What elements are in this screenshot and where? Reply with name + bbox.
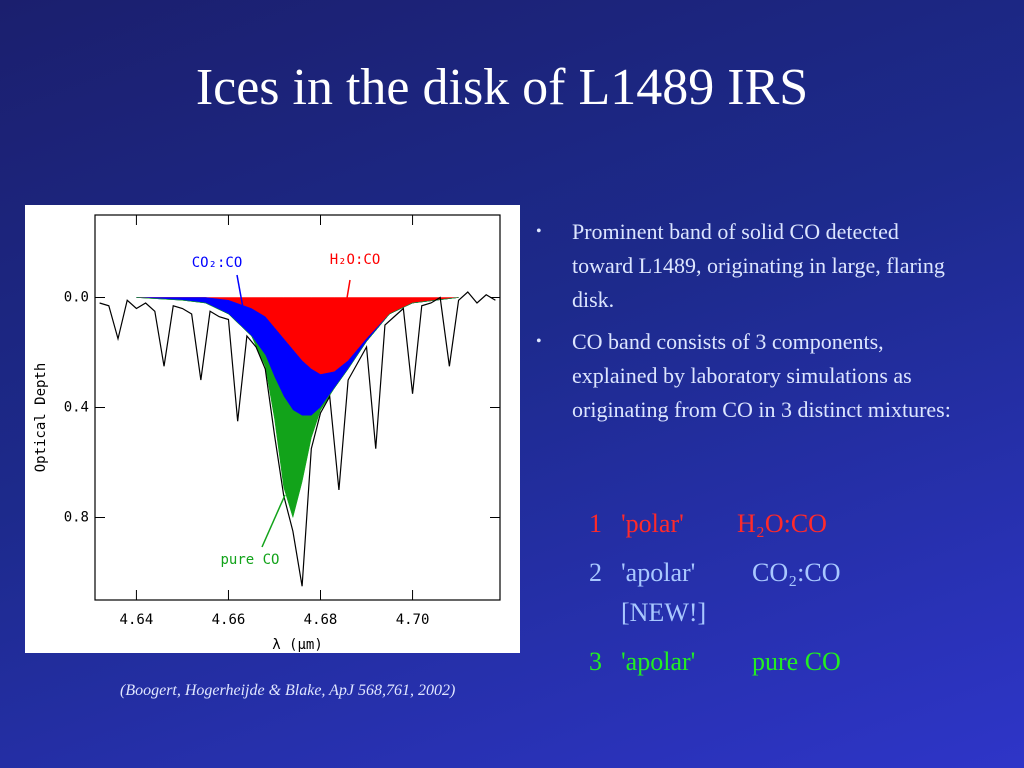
item-number: 2 (589, 558, 602, 587)
spectrum-line (99, 291, 496, 587)
item-number: 1 (589, 509, 602, 538)
item-kind: 'apolar' (621, 558, 696, 587)
slide-title: Ices in the disk of L1489 IRS (195, 59, 809, 116)
item-kind: 'polar' (621, 509, 684, 538)
bullet: CO band consists of 3 components, explai… (536, 325, 957, 427)
item-kind: 'apolar' (621, 647, 696, 676)
x-tick-label: 4.64 (120, 612, 154, 628)
y-tick-label: 0.0 (64, 290, 89, 306)
component-label: pure CO (220, 552, 279, 568)
component-label: CO₂:CO (192, 255, 243, 271)
pointer (236, 274, 244, 309)
item-number: 3 (589, 647, 602, 676)
pointer (346, 279, 351, 299)
bullet: Prominent band of solid CO detected towa… (536, 215, 957, 317)
y-tick-label: 0.8 (64, 510, 89, 526)
x-tick-label: 4.68 (304, 612, 338, 628)
y-tick-label: 0.4 (64, 400, 89, 416)
pointer (261, 494, 286, 548)
area (136, 297, 459, 519)
x-tick-label: 4.66 (212, 612, 246, 628)
item-mixture: H₂O:CO (737, 509, 827, 538)
figure: 0.0 0.4 0.8 4.64 4.66 4.68 4.70 λ (μm) Optical D… (25, 205, 520, 653)
y-axis-label: Optical Depth (33, 363, 49, 473)
x-tick-label: 4.70 (396, 612, 430, 628)
item-mixture: pure CO (752, 647, 841, 676)
item-mixture: CO₂:CO (752, 558, 841, 587)
component-label: H₂O:CO (330, 252, 381, 268)
item-note: [NEW!] (621, 598, 707, 627)
x-axis-label: λ (μm) (272, 637, 323, 653)
citation: (Boogert, Hogerheijde & Blake, ApJ 568,7… (120, 682, 456, 699)
